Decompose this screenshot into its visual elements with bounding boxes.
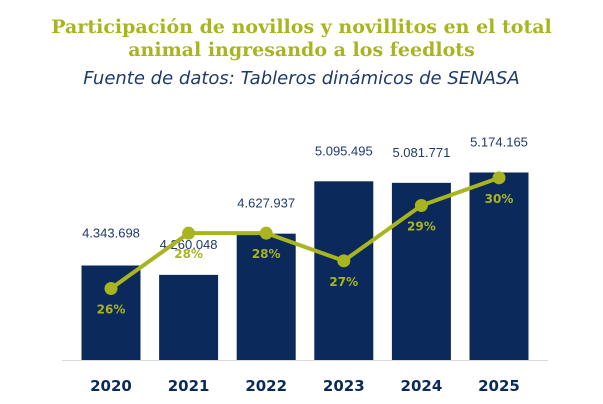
bar-value-label-2024: 5.081.771: [392, 145, 450, 160]
line-value-label-2025: 30%: [485, 192, 514, 206]
line-point-2023: [337, 254, 351, 268]
chart-title-line-2: animal ingresando a los feedlots: [128, 39, 475, 61]
line-value-label-2020: 26%: [97, 303, 126, 317]
x-tick-label-2020: 2020: [90, 377, 132, 395]
chart-title: Participación de novillos y novillitos e…: [0, 16, 603, 62]
bar-2020: [81, 265, 141, 360]
x-tick-label-2022: 2022: [245, 377, 287, 395]
bar-2025: [469, 172, 529, 360]
bar-2023: [314, 181, 374, 360]
participation-line: [109, 175, 500, 291]
bar-value-label-2022: 4.627.937: [237, 196, 295, 211]
line-point-2024: [414, 199, 428, 212]
bar-2024: [391, 182, 451, 360]
line-value-label-2024: 29%: [407, 220, 436, 234]
x-tick-label-2021: 2021: [168, 377, 210, 395]
line-point-2022: [259, 226, 273, 240]
bar-value-label-2021: 4.260.048: [160, 237, 218, 252]
bar-2022: [236, 233, 296, 360]
line-value-label-2021: 28%: [174, 247, 203, 261]
x-tick-label-2024: 2024: [401, 377, 443, 395]
line-point-2021: [182, 226, 196, 240]
bar-value-label-2025: 5.174.165: [470, 134, 528, 149]
bar-value-label-2023: 5.095.495: [315, 143, 373, 158]
x-tick-label-2023: 2023: [323, 377, 365, 395]
line-point-2020: [104, 282, 118, 295]
line-point-2025: [492, 171, 506, 185]
x-tick-label-2025: 2025: [478, 377, 520, 395]
chart-subtitle: Fuente de datos: Tableros dinámicos de S…: [83, 68, 520, 89]
line-value-label-2022: 28%: [252, 247, 281, 261]
chart-title-line-1: Participación de novillos y novillitos e…: [51, 16, 552, 38]
bar-2021: [159, 274, 219, 360]
line-value-label-2023: 27%: [329, 275, 358, 289]
bar-value-label-2020: 4.343.698: [82, 226, 140, 241]
